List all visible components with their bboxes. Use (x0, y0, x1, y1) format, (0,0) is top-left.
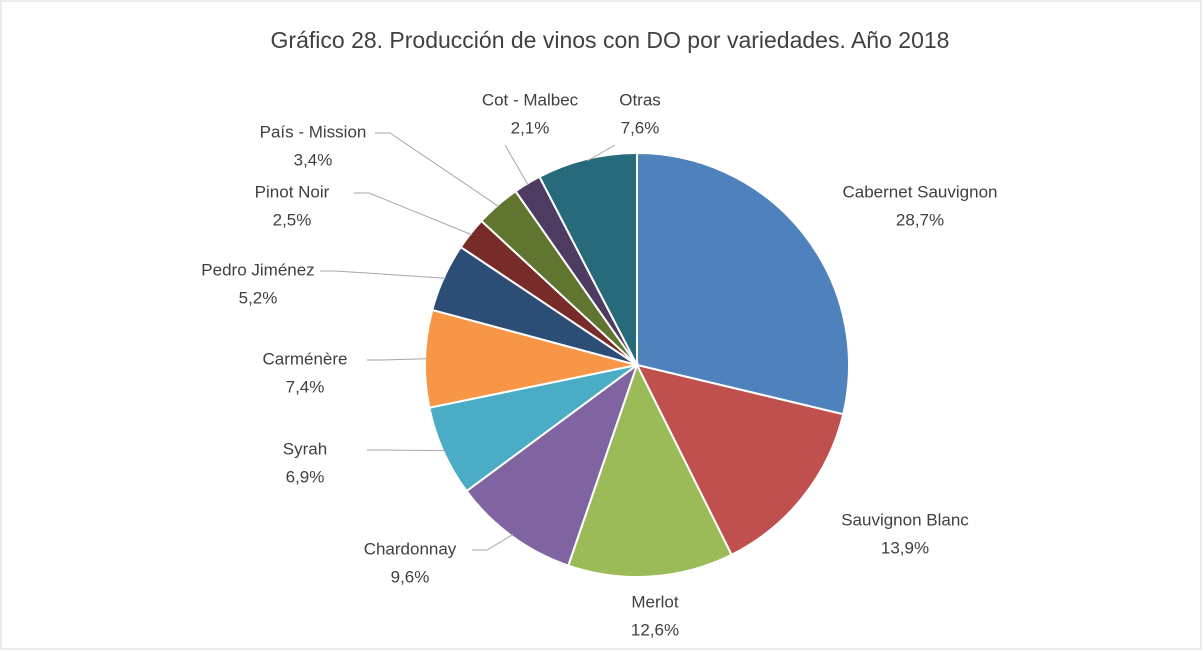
value-label: 7,4% (286, 377, 325, 396)
category-label: País - Mission (260, 122, 367, 141)
pie-slice (635, 363, 845, 557)
category-label: Pedro Jiménez (201, 260, 314, 279)
category-label: Carménère (262, 349, 347, 368)
category-label: Otras (619, 90, 661, 109)
value-label: 6,9% (286, 467, 325, 486)
value-label: 9,6% (391, 567, 430, 586)
category-label: Merlot (631, 592, 679, 611)
value-label: 5,2% (239, 288, 278, 307)
leader-line (367, 358, 428, 361)
value-label: 3,4% (294, 150, 333, 169)
value-label: 7,6% (621, 118, 660, 137)
pie-slice (538, 151, 638, 366)
category-label: Pinot Noir (255, 182, 330, 201)
leader-line (367, 449, 446, 452)
value-label: 2,5% (273, 210, 312, 229)
pie-slice (465, 362, 639, 567)
value-label: 28,7% (896, 210, 944, 229)
pie-slice (636, 151, 850, 416)
leader-line (375, 132, 500, 208)
leader-line (354, 192, 473, 236)
leader-line (504, 144, 529, 186)
category-label: Syrah (283, 439, 327, 458)
value-label: 2,1% (511, 118, 550, 137)
leader-line (587, 144, 616, 162)
leader-line (320, 270, 446, 279)
chart-title: Gráfico 28. Producción de vinos con DO p… (270, 27, 950, 53)
value-label: 13,9% (881, 538, 929, 557)
category-label: Cabernet Sauvignon (842, 182, 997, 201)
value-label: 12,6% (631, 620, 679, 639)
leader-line (472, 533, 514, 551)
pie-slice (566, 362, 733, 578)
category-label: Sauvignon Blanc (841, 510, 969, 529)
category-label: Cot - Malbec (482, 90, 579, 109)
category-label: Chardonnay (364, 539, 457, 558)
